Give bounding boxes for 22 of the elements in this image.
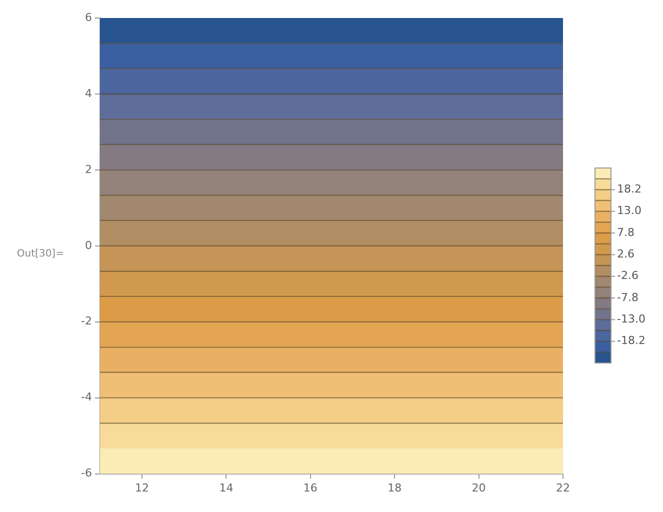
y-tick-label: 4 (84, 86, 92, 100)
color-bar-label: 13.0 (617, 204, 642, 218)
x-tick-label: 22 (556, 481, 570, 494)
y-tick-label: 0 (84, 238, 92, 252)
color-bar-label: -7.8 (617, 290, 638, 304)
y-tick-label: -4 (81, 390, 92, 404)
color-bar-label: 18.2 (617, 182, 642, 196)
x-tick-label: 12 (135, 481, 150, 494)
y-tick-label: -2 (81, 314, 92, 328)
y-tick-label: 6 (84, 10, 92, 24)
x-tick-label: 16 (303, 481, 318, 494)
x-tick-label: 18 (388, 481, 402, 494)
x-tick-label: 14 (219, 481, 234, 494)
color-bar-label: 7.8 (617, 226, 634, 239)
color-bar-label: -2.6 (617, 269, 638, 282)
y-tick-label: -6 (81, 466, 92, 480)
color-bar-label: -18.2 (617, 334, 646, 348)
color-bar-label: 2.6 (617, 248, 634, 261)
text: Out[30]= (16, 248, 64, 260)
x-tick-label: 20 (472, 481, 486, 494)
color-bar-label: -13.0 (617, 312, 646, 326)
y-tick-label: 2 (84, 162, 92, 176)
